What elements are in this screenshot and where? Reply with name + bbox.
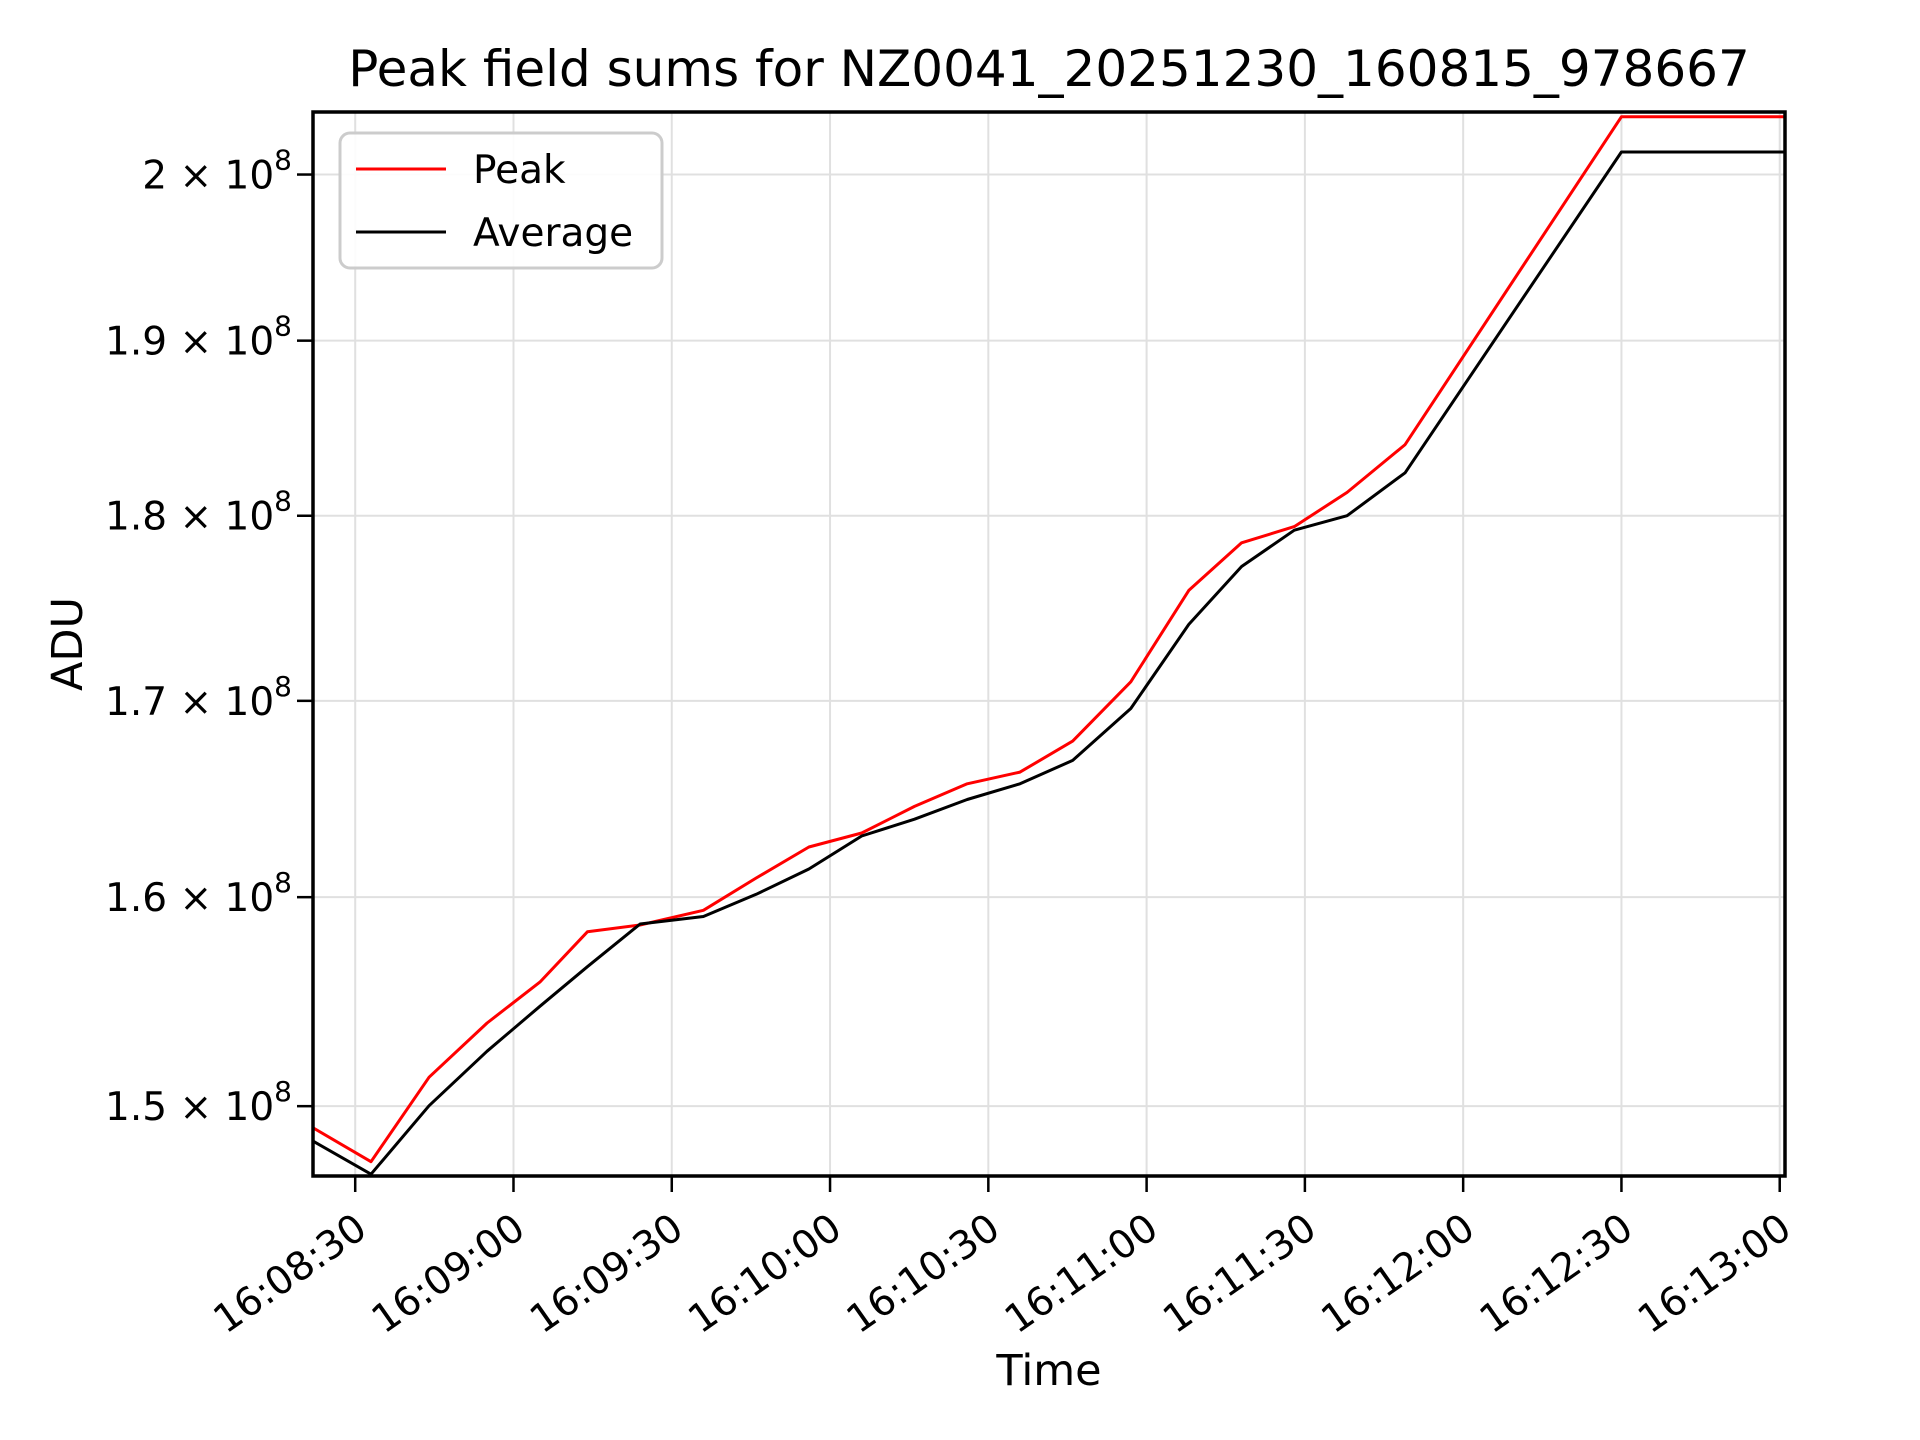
y-axis-label: ADU [43, 597, 93, 691]
x-tick-label: 16:10:30 [839, 1205, 1008, 1342]
y-tick-label: 1.7 × 108 [105, 670, 292, 725]
plot-frame [311, 110, 1787, 1178]
x-tick-label: 16:09:30 [522, 1205, 691, 1342]
x-tick-label: 16:12:00 [1314, 1205, 1483, 1342]
x-axis-label: Time [995, 1346, 1101, 1396]
x-tick-label: 16:09:00 [364, 1205, 533, 1342]
x-tick-label: 16:08:30 [206, 1205, 375, 1342]
y-axis-ticks [297, 173, 313, 1108]
x-tick-label: 16:10:00 [680, 1205, 849, 1342]
x-tick-label: 16:12:30 [1472, 1205, 1641, 1342]
y-tick-label: 1.9 × 108 [105, 310, 292, 365]
y-tick-label: 2 × 108 [142, 144, 292, 199]
x-axis-tick-labels: 16:08:3016:09:0016:09:3016:10:0016:10:30… [206, 1205, 1800, 1342]
series-lines [313, 115, 1785, 1176]
legend-label-peak: Peak [473, 148, 566, 193]
legend-box [338, 131, 664, 270]
legend: Peak Average [338, 131, 664, 270]
gridlines [313, 112, 1785, 1176]
y-axis-tick-labels: 1.5 × 108 1.6 × 108 1.7 × 108 1.8 × 108 1.9 … [105, 144, 292, 1131]
x-tick-label: 16:11:30 [1155, 1205, 1324, 1342]
series-average-line [313, 150, 1785, 1176]
x-axis-ticks [353, 1176, 1781, 1192]
legend-label-average: Average [473, 211, 633, 256]
chart-title: Peak field sums for NZ0041_20251230_1608… [348, 40, 1750, 98]
y-tick-label: 1.8 × 108 [105, 485, 292, 540]
x-tick-label: 16:13:00 [1630, 1205, 1799, 1342]
series-peak-line [313, 115, 1785, 1164]
y-tick-label: 1.6 × 108 [105, 866, 292, 921]
plot-background [313, 112, 1785, 1176]
y-tick-label: 1.5 × 108 [105, 1075, 292, 1130]
x-tick-label: 16:11:00 [997, 1205, 1166, 1342]
